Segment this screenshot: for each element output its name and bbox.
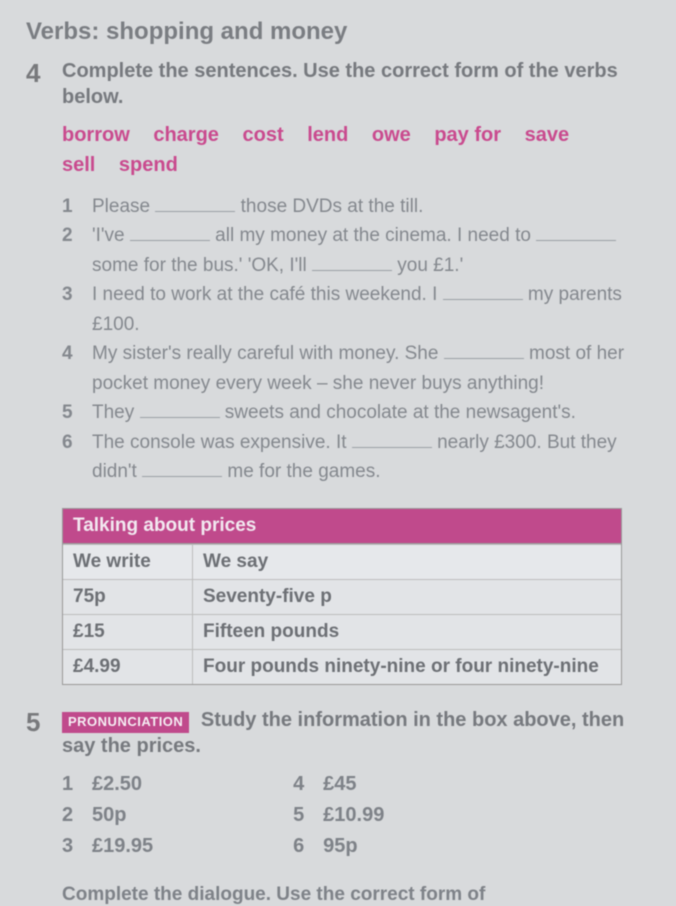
section-heading: Verbs: shopping and money (26, 18, 650, 46)
price-number: 2 (62, 800, 80, 831)
price-number: 3 (62, 831, 80, 862)
sentence-text: They sweets and chocolate at the newsage… (92, 398, 576, 427)
wordbank-item: charge (153, 124, 219, 146)
pronunciation-badge: PRONUNCIATION (62, 712, 189, 733)
blank (312, 270, 392, 271)
cell-say: Fifteen pounds (193, 615, 621, 649)
exercise-5: 5 PRONUNCIATION Study the information in… (26, 707, 650, 862)
price-value: £45 (323, 769, 356, 800)
cutoff-text: Complete the dialogue. Use the correct f… (62, 884, 650, 906)
sentence-text: My sister's really careful with money. S… (92, 339, 650, 398)
wordbank-item: cost (243, 124, 284, 146)
col-header-say: We say (193, 545, 621, 579)
cell-write: 75p (63, 580, 193, 614)
exercise-4: 4 Complete the sentences. Use the correc… (26, 58, 650, 685)
table-title: Talking about prices (63, 509, 621, 544)
blank (536, 240, 616, 241)
sentence-text: Please (92, 196, 155, 217)
price-row: 5 £10.99 (293, 800, 384, 831)
price-col-right: 4 £45 5 £10.99 6 95p (293, 769, 384, 862)
sentence-number: 1 (62, 192, 80, 221)
col-header-write: We write (63, 545, 193, 579)
sentence: 1 Please those DVDs at the till. (62, 192, 650, 221)
table-row: £15 Fifteen pounds (63, 614, 621, 649)
price-value: £19.95 (92, 831, 153, 862)
price-number: 1 (62, 769, 80, 800)
sentence-text: those DVDs at the till. (235, 196, 423, 217)
sentence-list: 1 Please those DVDs at the till. 2 'I've… (62, 192, 650, 486)
price-value: 95p (323, 831, 357, 862)
sentence-number: 6 (62, 428, 80, 487)
sentence-number: 4 (62, 339, 80, 398)
blank (130, 240, 210, 241)
wordbank-item: borrow (62, 124, 130, 146)
price-row: 3 £19.95 (62, 831, 153, 862)
sentence-text: I need to work at the café this weekend.… (92, 280, 650, 339)
table-row: 75p Seventy-five p (63, 579, 621, 614)
price-value: £10.99 (323, 800, 384, 831)
sentence: 2 'I've all my money at the cinema. I ne… (62, 221, 650, 280)
sentence-number: 3 (62, 280, 80, 339)
price-row: 1 £2.50 (62, 769, 153, 800)
blank (352, 447, 432, 448)
wordbank-item: spend (119, 154, 178, 176)
wordbank-item: save (525, 124, 570, 146)
price-number: 4 (293, 769, 311, 800)
price-value: £2.50 (92, 769, 142, 800)
price-row: 6 95p (293, 831, 384, 862)
prices-table: Talking about prices We write We say 75p… (62, 508, 622, 685)
price-list: 1 £2.50 2 50p 3 £19.95 4 £45 5 £10.99 6 95p (62, 769, 650, 862)
exercise-number: 5 (26, 707, 50, 738)
sentence: 6 The console was expensive. It nearly £… (62, 428, 650, 487)
cell-say: Seventy-five p (193, 580, 621, 614)
blank (142, 476, 222, 477)
sentence: 5 They sweets and chocolate at the newsa… (62, 398, 650, 427)
table-row: £4.99 Four pounds ninety-nine or four ni… (63, 649, 621, 684)
wordbank-item: sell (62, 154, 95, 176)
price-col-left: 1 £2.50 2 50p 3 £19.95 (62, 769, 153, 862)
cell-write: £15 (63, 615, 193, 649)
sentence-text: The console was expensive. It nearly £30… (92, 428, 650, 487)
blank (444, 358, 524, 359)
sentence-number: 2 (62, 221, 80, 280)
cell-write: £4.99 (63, 650, 193, 684)
blank (443, 299, 523, 300)
price-value: 50p (92, 800, 126, 831)
sentence-text: 'I've all my money at the cinema. I need… (92, 221, 650, 280)
price-row: 2 50p (62, 800, 153, 831)
blank (140, 417, 220, 418)
exercise-instruction: Complete the sentences. Use the correct … (62, 58, 650, 110)
exercise-instruction: PRONUNCIATION Study the information in t… (62, 707, 650, 759)
wordbank-item: owe (372, 124, 411, 146)
price-number: 5 (293, 800, 311, 831)
table-header-row: We write We say (63, 544, 621, 579)
cell-say: Four pounds ninety-nine or four ninety-n… (193, 650, 621, 684)
price-number: 6 (293, 831, 311, 862)
wordbank-item: lend (307, 124, 348, 146)
exercise-number: 4 (26, 58, 50, 89)
wordbank-item: pay for (434, 124, 501, 146)
blank (155, 211, 235, 212)
price-row: 4 £45 (293, 769, 384, 800)
wordbank: borrow charge cost lend owe pay for save… (62, 120, 650, 180)
sentence-number: 5 (62, 398, 80, 427)
sentence: 3 I need to work at the café this weeken… (62, 280, 650, 339)
sentence: 4 My sister's really careful with money.… (62, 339, 650, 398)
